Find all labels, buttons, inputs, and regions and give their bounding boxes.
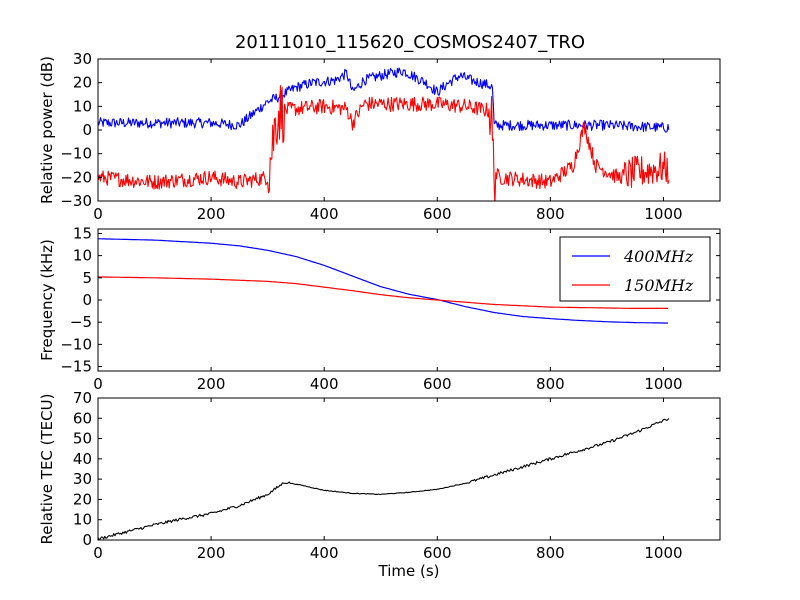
- y-tick-label: 5: [82, 269, 92, 287]
- y-tick-label: −10: [60, 335, 92, 353]
- y-tick-label: −20: [60, 168, 92, 186]
- x-tick-label: 400: [310, 544, 339, 562]
- y-tick-label: −5: [70, 313, 92, 331]
- y-axis-label: Frequency (kHz): [38, 239, 56, 361]
- y-tick-label: 20: [73, 74, 92, 92]
- series-line-1: [98, 418, 670, 540]
- panel-2: 0 200 400 600 800 1000 −15 −10 −5 0 5 10 15 Frequency…: [38, 224, 721, 393]
- x-tick-label: 1000: [644, 544, 682, 562]
- x-tick-label: 600: [423, 205, 452, 223]
- y-tick-label: −10: [60, 145, 92, 163]
- x-tick-label: 200: [197, 544, 226, 562]
- y-tick-label: 0: [82, 291, 92, 309]
- axes-frame: [97, 397, 721, 541]
- y-tick-label: 60: [73, 409, 92, 427]
- legend-box: [559, 236, 711, 302]
- y-tick-label: 10: [73, 247, 92, 265]
- series-line-2: [98, 85, 670, 201]
- y-tick-label: 20: [73, 490, 92, 508]
- y-axis-label: Relative TEC (TECU): [38, 394, 56, 545]
- y-tick-label: −30: [60, 192, 92, 210]
- x-tick-label: 200: [197, 205, 226, 223]
- x-tick-label: 400: [310, 375, 339, 393]
- x-tick-label: 1000: [644, 375, 682, 393]
- series-group: [98, 238, 669, 324]
- series-line-1: [98, 67, 670, 133]
- x-tick-label: 400: [310, 205, 339, 223]
- y-tick-label: 30: [73, 50, 92, 68]
- x-tick-label: 200: [197, 375, 226, 393]
- y-tick-label: 70: [73, 389, 92, 407]
- y-tick-label: −15: [60, 358, 92, 376]
- x-tick-label: 0: [93, 375, 103, 393]
- x-tick-label: 1000: [644, 205, 682, 223]
- y-tick-label: 50: [73, 430, 92, 448]
- y-tick-label: 0: [82, 121, 92, 139]
- y-axis-label: Relative power (dB): [38, 56, 56, 204]
- legend: 400MHz 150MHz: [559, 236, 711, 302]
- series-group: [98, 418, 670, 540]
- x-tick-label: 0: [93, 544, 103, 562]
- legend-label: 150MHz: [624, 276, 694, 295]
- x-tick-label: 800: [536, 544, 565, 562]
- y-tick-label: 10: [73, 97, 92, 115]
- y-tick-label: 40: [73, 450, 92, 468]
- y-tick-label: 30: [73, 470, 92, 488]
- series-line-2: [98, 276, 668, 309]
- y-tick-label: 10: [73, 511, 92, 529]
- x-tick-label: 600: [423, 375, 452, 393]
- chart-title: 20111010_115620_COSMOS2407_TRO: [235, 32, 585, 53]
- x-tick-label: 800: [536, 375, 565, 393]
- panel-1: 0 200 400 600 800 1000 −30 −20 −10 0 10 20 30 Relativ…: [38, 50, 721, 223]
- panel-3: 0 200 400 600 800 1000010203040506070Relative…: [38, 389, 721, 580]
- x-tick-label: 800: [536, 205, 565, 223]
- x-axis-label: Time (s): [378, 562, 440, 580]
- y-tick-label: 0: [82, 531, 92, 549]
- legend-label: 400MHz: [623, 247, 694, 266]
- series-line-1: [98, 238, 669, 324]
- x-tick-label: 600: [423, 544, 452, 562]
- y-tick-label: 15: [73, 224, 92, 242]
- x-tick-label: 0: [93, 205, 103, 223]
- series-group: [98, 67, 670, 201]
